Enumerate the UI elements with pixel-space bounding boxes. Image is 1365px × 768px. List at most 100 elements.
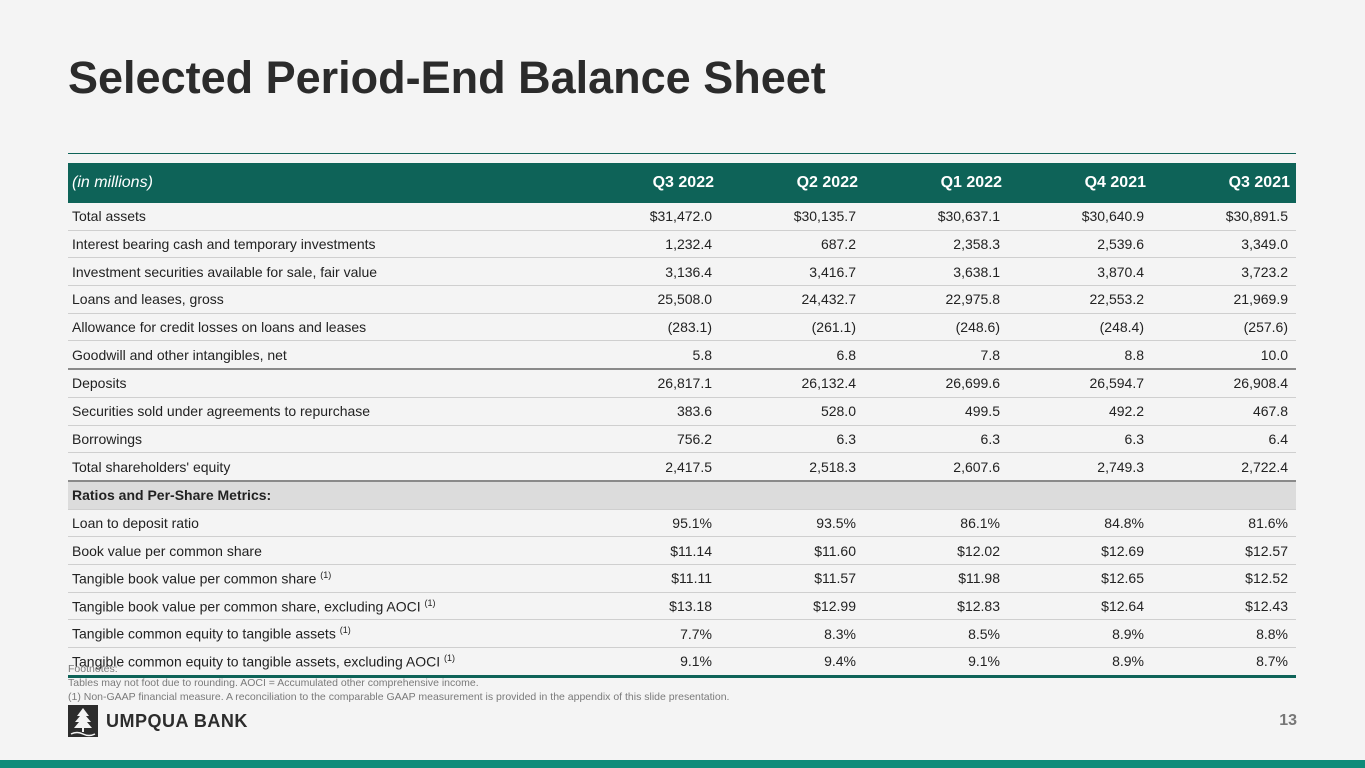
cell-value: 8.8 (1008, 340, 1152, 371)
cell-value: $12.57 (1152, 536, 1296, 565)
logo-icon (68, 705, 98, 737)
cell-value: 26,132.4 (720, 369, 864, 398)
cell-value: 3,136.4 (576, 257, 720, 287)
title: Selected Period-End Balance Sheet (68, 52, 826, 103)
cell-value: 24,432.7 (720, 285, 864, 314)
cell-value: $12.99 (720, 592, 864, 621)
balance-table: (in millions) Q3 2022 Q2 2022 Q1 2022 Q4 202… (68, 163, 1296, 678)
column-header: Q1 2022 (864, 163, 1008, 203)
cell-value: $12.83 (864, 592, 1008, 621)
cell-value: 26,908.4 (1152, 369, 1296, 398)
cell-value: 3,349.0 (1152, 230, 1296, 259)
table-row: Loans and leases, gross 25,508.0 24,432.7 2… (68, 285, 1296, 314)
table-row: Book value per common share $11.14 $11.60 $… (68, 536, 1296, 565)
cell-value: 25,508.0 (576, 285, 720, 314)
row-label-text: Borrowings (72, 430, 143, 447)
footnote: Footnotes: (68, 663, 118, 675)
table-row: Interest bearing cash and temporary inve… (68, 230, 1296, 259)
cell-value: 2,417.5 (576, 452, 720, 482)
row-label: Loans and leases, gross (68, 285, 576, 314)
row-label-text: Tangible common equity to tangible asset… (72, 625, 336, 642)
table-row: Deposits 26,817.1 26,132.4 26,699.6 26,594.7… (68, 369, 1296, 398)
cell-value: 687.2 (720, 230, 864, 259)
table-row: Investment securities available for sale… (68, 257, 1296, 287)
cell-value: 7.8 (864, 340, 1008, 371)
cell-value: 3,416.7 (720, 257, 864, 287)
cell-value: 8.7% (1152, 647, 1296, 678)
section-row: Ratios and Per-Share Metrics: (68, 480, 1296, 510)
cell-value: 22,975.8 (864, 285, 1008, 314)
cell-value: (283.1) (576, 313, 720, 342)
table-row: Tangible common equity to tangible asset… (68, 647, 1296, 678)
cell-value: 22,553.2 (1008, 285, 1152, 314)
cell-value: 1,232.4 (576, 230, 720, 259)
table-row: Allowance for credit losses on loans and… (68, 313, 1296, 342)
cell-value: 8.9% (1008, 647, 1152, 678)
cell-value: 756.2 (576, 425, 720, 454)
logo-text: UMPQUA BANK (106, 710, 248, 731)
cell-value: 383.6 (576, 397, 720, 426)
cell-value: $11.98 (864, 564, 1008, 593)
cell-value: 8.8% (1152, 619, 1296, 648)
cell-value: 7.7% (576, 619, 720, 648)
cell-value: $12.65 (1008, 564, 1152, 593)
column-header: Q3 2021 (1152, 163, 1296, 203)
row-label-text: Loan to deposit ratio (72, 514, 199, 531)
cell-value: 84.8% (1008, 509, 1152, 538)
table-row: Borrowings 756.2 6.3 6.3 6.3 6.4 (68, 425, 1296, 454)
units-label: (in millions) (68, 163, 576, 203)
cell-value: $30,637.1 (864, 203, 1008, 231)
row-label-text: Allowance for credit losses on loans and… (72, 319, 367, 336)
table-row: Tangible book value per common share (1)… (68, 564, 1296, 593)
row-label-text: Investment securities available for sale… (72, 263, 378, 280)
cell-value: 3,870.4 (1008, 257, 1152, 287)
row-label: Tangible book value per common share (1) (68, 564, 576, 593)
cell-value: $11.14 (576, 536, 720, 565)
cell-value: $11.57 (720, 564, 864, 593)
table-row: Tangible common equity to tangible asset… (68, 619, 1296, 648)
row-label: Total assets (68, 203, 576, 231)
cell-value: 3,723.2 (1152, 257, 1296, 287)
table-row: Securities sold under agreements to repu… (68, 397, 1296, 426)
table-row: Total assets $31,472.0 $30,135.7 $30,637.1 $… (68, 203, 1296, 231)
cell-value: $12.64 (1008, 592, 1152, 621)
row-label: Goodwill and other intangibles, net (68, 340, 576, 371)
cell-value: 93.5% (720, 509, 864, 538)
cell-value: 95.1% (576, 509, 720, 538)
cell-value: $11.11 (576, 564, 720, 593)
cell-value: 2,539.6 (1008, 230, 1152, 259)
cell-value: 2,518.3 (720, 452, 864, 482)
footnote: Tables may not foot due to rounding. AOC… (68, 677, 479, 689)
row-label: Tangible common equity to tangible asset… (68, 647, 576, 678)
cell-value: 467.8 (1152, 397, 1296, 426)
note-ref: (1) (424, 597, 436, 608)
note-ref: (1) (320, 569, 332, 580)
cell-value: $12.02 (864, 536, 1008, 565)
cell-value: 492.2 (1008, 397, 1152, 426)
cell-value: 5.8 (576, 340, 720, 371)
cell-value: 2,722.4 (1152, 452, 1296, 482)
cell-value: 2,749.3 (1008, 452, 1152, 482)
row-label: Loan to deposit ratio (68, 509, 576, 538)
row-label-text: Tangible book value per common share (72, 570, 317, 587)
cell-value: 9.1% (576, 647, 720, 678)
column-header: Q2 2022 (720, 163, 864, 203)
cell-value: 26,594.7 (1008, 369, 1152, 398)
row-label-text: Goodwill and other intangibles, net (72, 346, 287, 363)
row-label: Book value per common share (68, 536, 576, 565)
cell-value: $30,891.5 (1152, 203, 1296, 231)
cell-value: $31,472.0 (576, 203, 720, 231)
row-label: Interest bearing cash and temporary inve… (68, 230, 576, 259)
logo: UMPQUA BANK (68, 705, 248, 737)
row-label: Securities sold under agreements to repu… (68, 397, 576, 426)
cell-value: 3,638.1 (864, 257, 1008, 287)
row-label-text: Total shareholders' equity (72, 458, 231, 475)
cell-value: $12.43 (1152, 592, 1296, 621)
cell-value: $30,640.9 (1008, 203, 1152, 231)
row-label: Borrowings (68, 425, 576, 454)
cell-value: (248.6) (864, 313, 1008, 342)
table-row: Tangible book value per common share, ex… (68, 592, 1296, 621)
cell-value: 6.4 (1152, 425, 1296, 454)
cell-value: $30,135.7 (720, 203, 864, 231)
